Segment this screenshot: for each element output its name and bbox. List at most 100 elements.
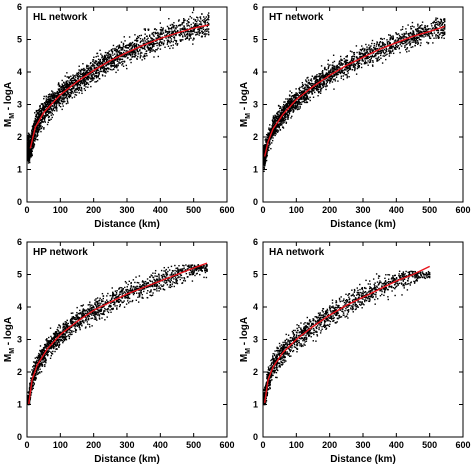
data-point (391, 50, 394, 52)
data-point (129, 53, 131, 56)
data-point (418, 38, 421, 41)
data-point (442, 21, 445, 24)
data-point (279, 121, 281, 123)
data-point (105, 59, 108, 62)
data-point (172, 44, 174, 46)
data-point (95, 81, 98, 83)
data-point (323, 83, 325, 85)
data-point (123, 49, 126, 52)
data-point (404, 46, 406, 49)
data-point (285, 98, 287, 100)
data-point (85, 78, 88, 80)
data-point (123, 45, 125, 48)
data-point (122, 43, 125, 46)
data-point (283, 109, 286, 112)
data-point (97, 71, 100, 74)
y-tick-label: 6 (17, 2, 22, 12)
data-point (433, 21, 435, 23)
data-point (51, 105, 54, 107)
data-point (376, 52, 378, 55)
data-point (389, 46, 391, 49)
data-point (82, 75, 85, 77)
data-point (178, 19, 180, 21)
data-point (93, 56, 95, 59)
data-point (101, 74, 104, 76)
data-point (343, 69, 345, 72)
data-point (131, 46, 134, 48)
data-point (199, 16, 201, 19)
data-point (354, 66, 356, 69)
data-point (265, 138, 267, 140)
data-point (268, 127, 270, 129)
data-point (359, 49, 362, 51)
data-point (192, 30, 194, 33)
data-point (264, 164, 266, 167)
data-point (60, 88, 63, 91)
data-point (286, 113, 288, 116)
data-point (53, 95, 56, 98)
data-point (52, 91, 54, 93)
data-point (263, 157, 265, 159)
data-point (54, 344, 57, 347)
data-point (434, 27, 436, 29)
data-point (271, 133, 273, 135)
data-point (135, 44, 138, 46)
data-point (109, 68, 112, 71)
data-point (272, 124, 275, 126)
data-point (290, 110, 292, 112)
data-point (275, 127, 277, 129)
data-point (154, 32, 157, 35)
data-point (60, 99, 63, 102)
data-point (321, 75, 323, 78)
data-point (80, 88, 83, 90)
data-point (301, 92, 304, 95)
data-point (118, 47, 120, 50)
data-point (391, 38, 394, 40)
data-point (372, 56, 375, 58)
data-point (321, 77, 323, 79)
data-point (73, 96, 76, 98)
data-point (40, 127, 42, 129)
data-point (318, 75, 320, 77)
data-point (166, 33, 169, 35)
data-point (196, 25, 198, 27)
data-point (145, 41, 147, 43)
data-point (389, 38, 392, 40)
data-point (40, 353, 43, 356)
data-point (96, 72, 98, 75)
data-point (206, 21, 209, 24)
data-point (44, 116, 46, 118)
data-point (59, 84, 61, 87)
data-point (198, 23, 201, 25)
data-point (354, 68, 356, 70)
data-point (182, 27, 184, 29)
data-point (66, 90, 68, 92)
data-point (205, 19, 208, 21)
data-point (92, 64, 94, 66)
data-point (70, 81, 72, 84)
data-point (279, 123, 281, 125)
data-point (336, 68, 338, 71)
data-point (200, 26, 202, 29)
data-point (395, 40, 397, 42)
data-point (162, 28, 164, 30)
data-point (47, 94, 50, 96)
data-point (148, 43, 150, 45)
data-point (435, 29, 438, 31)
data-point (367, 52, 370, 54)
data-point (147, 48, 150, 51)
data-point (334, 74, 336, 77)
data-point (200, 36, 203, 38)
data-point (378, 43, 380, 46)
data-point (377, 53, 379, 55)
data-point (276, 115, 279, 118)
data-point (85, 318, 87, 321)
data-point (90, 74, 92, 77)
data-point (305, 94, 308, 97)
data-point (355, 45, 358, 47)
data-point (108, 57, 111, 59)
data-point (99, 60, 101, 63)
data-point (304, 97, 306, 99)
data-point (186, 32, 189, 35)
data-point (53, 94, 55, 96)
